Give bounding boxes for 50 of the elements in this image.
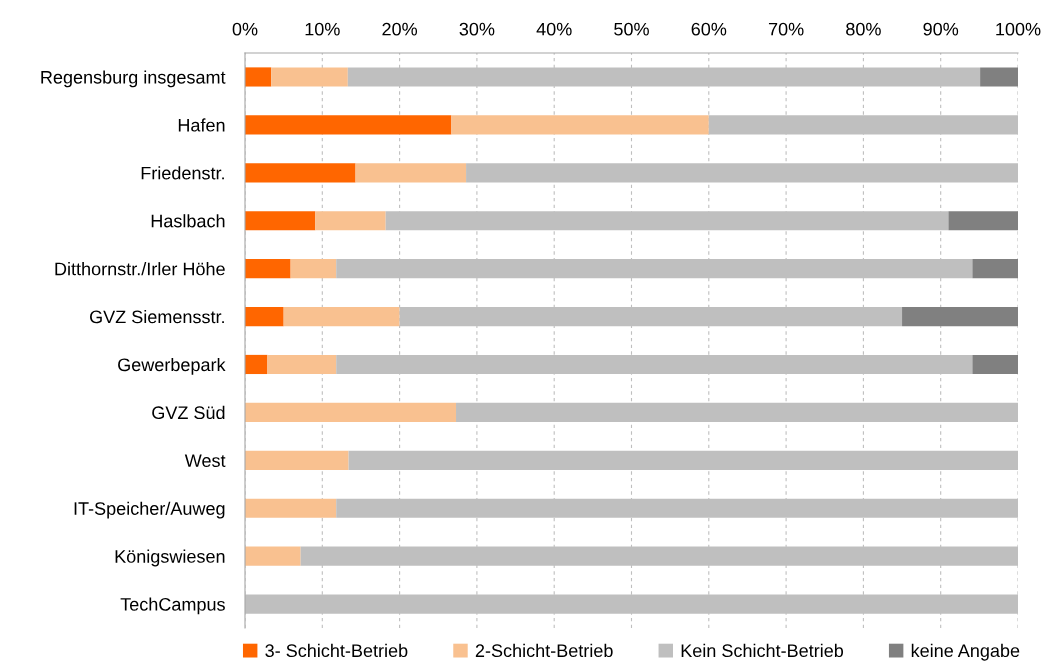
bar — [245, 306, 284, 327]
x-tick-label: 0% — [232, 22, 258, 36]
bar — [245, 402, 457, 422]
bar — [245, 498, 337, 518]
y-tick-label: Haslbach — [151, 214, 225, 228]
y-tick-label: Friedenstr. — [141, 166, 224, 180]
bar — [245, 115, 452, 135]
bar — [315, 211, 386, 231]
bar — [245, 67, 272, 87]
legend-label: Kein Schicht-Betrieb — [681, 643, 844, 658]
y-tick-label: Ditthornstr./Irler Höhe — [55, 262, 225, 276]
legend-label: 2-Schicht-Betrieb — [475, 643, 613, 658]
bar — [355, 163, 467, 183]
y-tick-label: IT-Speicher/Auweg — [74, 501, 225, 519]
bar — [451, 115, 709, 135]
legend-label: 3- Schicht-Betrieb — [265, 643, 408, 658]
bar — [972, 259, 1018, 279]
bar — [902, 306, 1018, 327]
bar — [245, 450, 349, 470]
legend-label: keine Angabe — [911, 643, 1020, 661]
y-tick-label: Königswiesen — [115, 549, 225, 567]
y-tick-label: Gewerbepark — [118, 357, 226, 375]
y-tick-label: Hafen — [178, 118, 225, 132]
bar — [290, 259, 337, 279]
bar — [271, 67, 348, 87]
bar — [972, 354, 1018, 375]
y-tick-label: West — [184, 454, 226, 468]
x-tick-label: 90% — [923, 22, 959, 36]
bar — [267, 354, 337, 375]
x-tick-label: 40% — [536, 22, 572, 36]
x-tick-label: 30% — [459, 22, 495, 36]
y-tick-label: GVZ Siemensstr. — [90, 310, 224, 324]
bar — [245, 163, 356, 183]
x-tick-label: 100% — [996, 22, 1041, 36]
bar — [245, 211, 316, 231]
x-tick-label: 20% — [382, 22, 418, 36]
y-tick-label: GVZ Süd — [152, 405, 225, 420]
bar — [245, 546, 301, 566]
x-tick-label: 80% — [846, 22, 881, 36]
bar — [245, 259, 291, 279]
x-tick-label: 70% — [768, 22, 804, 36]
y-tick-label: Regensburg insgesamt — [41, 70, 226, 88]
x-tick-label: 50% — [614, 22, 649, 36]
bar — [948, 211, 1018, 231]
y-tick-label: TechCampus — [120, 597, 225, 615]
x-tick-label: 10% — [305, 22, 340, 36]
bar — [283, 306, 400, 327]
x-tick-label: 60% — [691, 22, 727, 36]
bar — [245, 354, 268, 375]
bar — [980, 67, 1018, 87]
